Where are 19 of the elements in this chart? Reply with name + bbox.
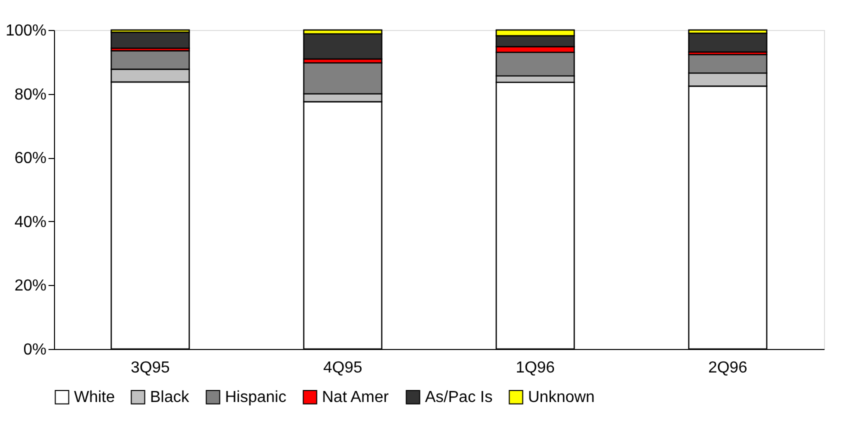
y-tick-label: 40% [14, 214, 46, 231]
legend-label: Black [150, 389, 190, 406]
x-tick-label: 4Q95 [323, 360, 362, 376]
legend-label: As/Pac Is [425, 389, 493, 406]
y-tick-label: 0% [23, 342, 46, 358]
bar [303, 33, 382, 60]
bar [688, 32, 768, 53]
legend-label: Hispanic [225, 389, 286, 406]
x-tick-label: 1Q96 [516, 360, 555, 376]
bar [110, 32, 190, 49]
legend-label: Nat Amer [322, 389, 390, 406]
legend-label: Unknown [528, 389, 595, 406]
x-tick-label: 3Q95 [130, 360, 170, 376]
y-tick-label: 100% [6, 22, 46, 40]
y-tick-label: 20% [14, 278, 46, 295]
legend-label: White [74, 389, 115, 406]
y-tick-label: 60% [14, 150, 46, 168]
x-tick-label: 2Q96 [708, 360, 748, 376]
y-tick-label: 80% [14, 86, 46, 104]
